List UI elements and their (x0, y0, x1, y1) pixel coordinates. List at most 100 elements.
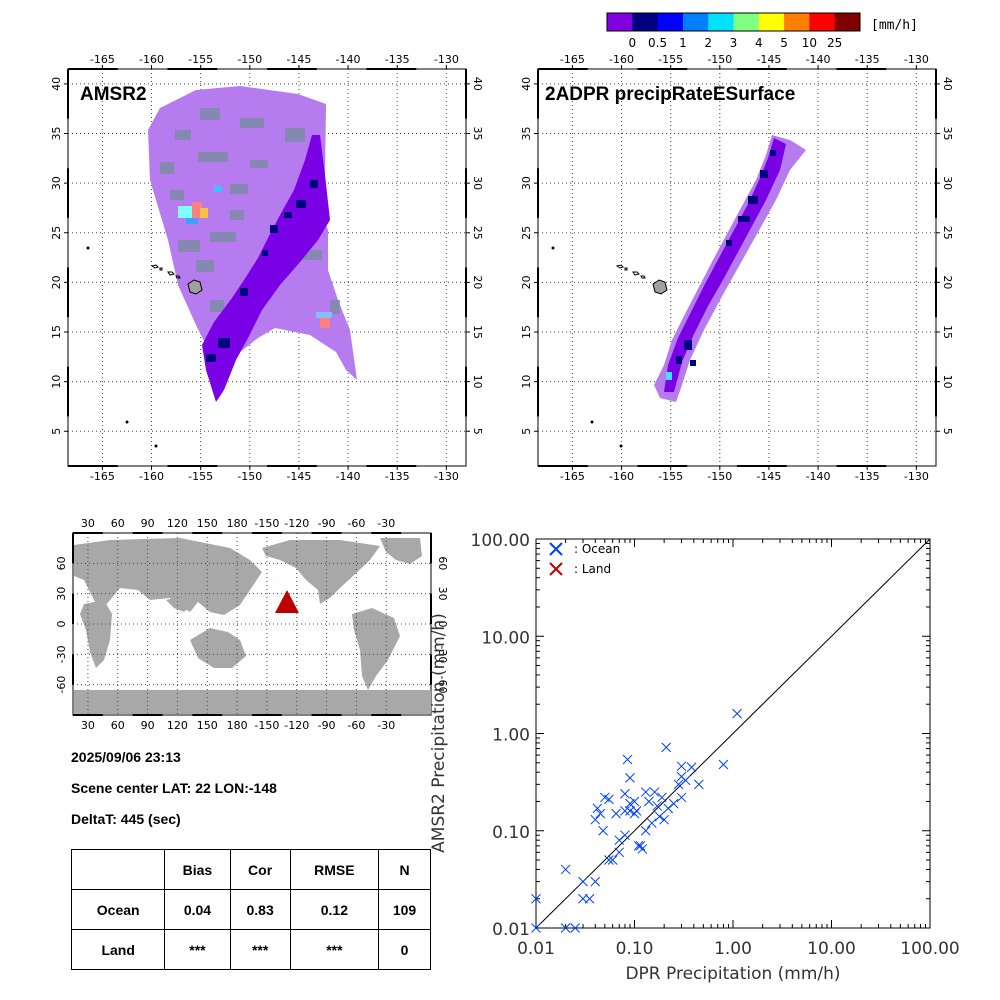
lat-tick-label: 30 (520, 176, 533, 190)
ocean-point (635, 840, 646, 851)
world-lon-label: 90 (141, 517, 155, 530)
lon-tick-label: -135 (855, 53, 880, 66)
world-lon-label: 180 (227, 517, 248, 530)
frame-segment (73, 714, 103, 716)
lon-tick-label: -130 (904, 470, 929, 483)
world-lon-label: -30 (377, 719, 395, 732)
world-lon-label: -60 (347, 517, 365, 530)
ocean-point (604, 794, 614, 805)
lon-tick-label: -140 (806, 470, 831, 483)
ocean-point (640, 825, 651, 836)
colorbar-swatch (809, 13, 836, 31)
world-lon-label: 60 (111, 719, 125, 732)
lon-tick-label: -135 (855, 470, 880, 483)
hawaii-islands-right (551, 246, 668, 448)
lon-tick-label: -150 (237, 470, 262, 483)
lon-tick-label: -140 (336, 53, 361, 66)
colorbar-unit: [mm/h] (871, 18, 918, 33)
world-lat-label: 30 (436, 587, 449, 601)
lon-tick-label: -145 (756, 470, 781, 483)
world-lat-label: 0 (55, 621, 68, 628)
world-map: 30 30 60 60 90 90 120 120 150 150 180 180 -150 -150 -1… (55, 517, 449, 732)
colorbar-swatch (607, 13, 633, 31)
frame-segment (67, 267, 69, 318)
frame-segment (67, 366, 69, 417)
lat-tick-label: 5 (941, 428, 954, 435)
ocean-point (622, 754, 633, 765)
legend-land-marker (549, 562, 563, 576)
lon-tick-label: -150 (707, 53, 732, 66)
world-lat-label: 30 (55, 587, 68, 601)
y-tick-label: 1.00 (492, 726, 530, 746)
frame-segment (430, 654, 432, 685)
frame-segment (935, 366, 937, 417)
lon-tick-label: -160 (139, 53, 164, 66)
lat-tick-label: 20 (520, 275, 533, 289)
lon-tick-label: -155 (658, 470, 683, 483)
world-lon-label: -120 (284, 517, 309, 530)
scatter-legend: : Ocean : Land (549, 542, 620, 576)
x-tick-label: 0.01 (517, 939, 555, 959)
stats-row-land: Land *** *** *** 0 (70, 929, 431, 970)
lon-tick-label: -130 (904, 53, 929, 66)
ocean-point (604, 855, 614, 865)
lon-tick-label: -145 (286, 470, 311, 483)
ocean-point (673, 779, 684, 790)
ocean-point (620, 806, 630, 816)
frame-segment (73, 532, 103, 534)
colorbar-swatch (708, 13, 734, 31)
colorbar-swatch (632, 13, 659, 31)
lat-tick-label: 5 (50, 428, 63, 435)
lat-tick-label: 15 (471, 325, 484, 339)
frame-segment (537, 267, 539, 318)
lat-tick-label: 10 (941, 375, 954, 389)
ocean-point (570, 923, 581, 933)
lat-tick-label: 5 (520, 428, 533, 435)
lon-tick-label: -155 (658, 53, 683, 66)
ocean-point (584, 893, 595, 904)
ocean-point (661, 742, 672, 753)
stats-cell: 0.83 (229, 889, 291, 930)
lat-tick-label: 25 (50, 226, 63, 240)
frame-segment (167, 68, 218, 70)
lat-tick-label: 40 (50, 77, 63, 91)
frame-segment (935, 69, 937, 119)
lat-tick-label: 10 (50, 375, 63, 389)
lon-tick-label: -140 (336, 470, 361, 483)
colorbar-label: 4 (755, 36, 763, 50)
legend-ocean-label: : Ocean (574, 542, 620, 556)
ocean-point (732, 708, 742, 719)
ocean-point (620, 788, 630, 799)
ocean-point (637, 844, 648, 854)
lat-tick-label: 20 (471, 275, 484, 289)
stats-table: Bias Cor RMSE N Ocean 0.04 0.83 0.12 109… (70, 849, 431, 970)
lat-tick-label: 20 (50, 275, 63, 289)
colorbar-swatch (682, 13, 709, 31)
ocean-point (659, 814, 670, 825)
map-dpr: 2ADPR precipRateESurface -165-165-160-16… (520, 53, 954, 483)
lon-tick-label: -135 (385, 470, 410, 483)
colorbar-label: 25 (827, 36, 842, 50)
frame-segment (67, 168, 69, 218)
world-lon-label: 60 (111, 517, 125, 530)
frame-segment (737, 465, 787, 467)
legend-land-label: : Land (574, 562, 611, 576)
lon-tick-label: -130 (434, 53, 459, 66)
world-lon-label: 90 (141, 719, 155, 732)
colorbar-border (606, 12, 861, 32)
lat-tick-label: 20 (941, 275, 954, 289)
lat-tick-label: 40 (520, 77, 533, 91)
y-tick-label: 0.10 (492, 823, 530, 843)
ocean-point (625, 772, 635, 783)
lat-tick-label: 5 (471, 428, 484, 435)
frame-segment (465, 267, 467, 318)
lon-tick-label: -160 (609, 53, 634, 66)
world-lon-label: 180 (227, 719, 248, 732)
frame-segment (132, 714, 163, 716)
ocean-point (668, 798, 679, 809)
colorbar: [mm/h] 0 0.5 1 2 3 4 5 10 25 (606, 12, 918, 50)
lon-tick-label: -150 (237, 53, 262, 66)
stats-cell: Land (70, 929, 166, 970)
frame-segment (267, 68, 317, 70)
stats-cell: 0 (378, 929, 431, 970)
